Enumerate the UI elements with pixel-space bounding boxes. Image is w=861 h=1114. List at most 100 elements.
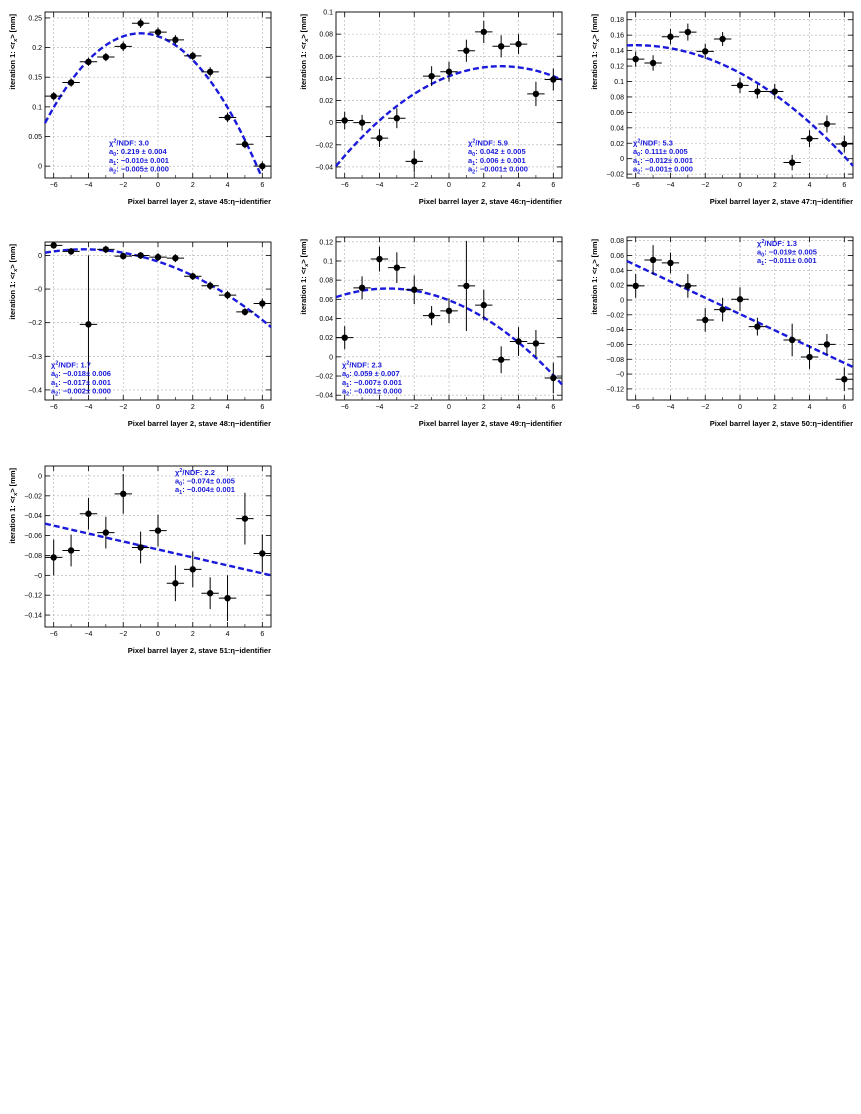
y-tick-label: 0.06 [610,253,624,260]
param-name: a [757,248,762,257]
y-tick-label: 0.2 [32,45,42,52]
data-point [45,242,63,249]
data-point [336,326,354,350]
data-marker [532,90,540,98]
data-point [79,57,98,66]
y-axis-label: iteration 1: <rx> [mm] [8,13,19,89]
data-point [236,492,254,545]
y-tick-label: 0.02 [610,141,624,148]
fit-curve [335,287,563,386]
data-marker [823,341,831,348]
data-point [627,51,645,67]
y-tick-label: 0 [620,156,624,163]
fit-parameter-0: a0: −0.018± 0.006 [51,369,111,380]
param-name: a [51,378,56,387]
data-marker [259,300,266,307]
data-marker [137,252,144,259]
y-axis-label: iteration 1: <rx> [mm] [299,238,310,314]
data-marker [736,296,744,303]
param-name: a [633,147,638,156]
data-marker [50,242,57,249]
data-marker [154,28,162,36]
param-subscript: 0 [472,152,475,158]
param-name: a [342,369,347,378]
y-tick-label: 0.04 [319,76,333,83]
y-axis-label-subscript: x [13,268,19,272]
y-axis-label-subscript: x [13,38,19,42]
data-point [661,28,680,45]
chi-superscript: 2 [113,139,116,145]
data-point [131,18,150,29]
data-point [79,497,98,530]
data-marker [120,43,127,50]
x-tick-label: 0 [156,404,160,411]
data-marker [259,162,266,170]
x-tick-label: 4 [517,182,521,189]
data-marker [206,68,214,76]
data-marker [358,119,366,126]
data-point [731,77,749,94]
data-point [218,575,237,622]
chi-symbol: χ [757,239,762,248]
x-tick-label: 6 [260,404,264,411]
data-marker [67,79,75,86]
data-point [253,161,271,171]
x-tick-label: 2 [482,182,486,189]
data-marker [771,88,778,95]
param-subscript: 1 [346,383,349,389]
data-marker [189,566,196,573]
chi2-label: χ2/NDF: 1.7 [51,361,91,370]
data-marker [480,301,487,309]
y-axis-label: iteration 1: <rx> [mm] [299,13,310,89]
data-marker [515,40,522,48]
fit-parameter-0: a0: 0.042 ± 0.005 [468,147,526,158]
data-marker [341,117,348,124]
y-axis-label: iteration 1: <rx> [mm] [590,238,601,314]
data-point [661,252,680,274]
param-name: a [109,156,114,165]
param-subscript: 0 [179,482,182,488]
data-point [370,129,389,148]
y-axis-label-main: iteration 1: <r [590,267,599,315]
chi-symbol: χ [468,139,473,148]
y-tick-label: 0.02 [319,335,333,342]
y-tick-label: 0.25 [28,15,42,22]
chi2-value: /NDF: 5.9 [475,139,508,148]
y-tick-label: −0.02 [24,493,42,500]
data-marker [358,284,366,292]
param-value: : −0.005± 0.000 [116,164,169,173]
data-point [388,252,406,284]
x-tick-label: 2 [773,404,777,411]
param-name: a [633,164,638,173]
chi2-label: χ2/NDF: 2.3 [342,361,382,370]
data-point [527,330,545,357]
data-marker [102,246,110,253]
data-marker [67,248,75,255]
data-marker [736,82,744,89]
data-marker [428,72,435,80]
data-marker [754,88,761,95]
y-tick-label: −0.08 [606,357,624,364]
param-subscript: 0 [346,374,349,380]
chi-symbol: χ [342,361,347,370]
y-axis-label-end: > [mm] [8,13,17,38]
param-subscript: 1 [179,490,182,496]
y-tick-label: 0.12 [610,64,624,71]
param-value: : −0.010± 0.001 [116,156,169,165]
chart-panel-6: −6 −4 −2 0 2 4 6 −0.12 −0 −0.08 −0.06 −0.04 −0.02 0 0.… [590,236,854,428]
data-marker [120,490,127,498]
data-point [97,245,115,254]
param-subscript: 1 [472,161,475,167]
data-marker [841,376,848,383]
x-tick-label: 0 [156,631,160,638]
fit-parameter-0: a0: −0.019± 0.005 [757,248,817,259]
y-tick-label: −0.06 [24,533,42,540]
x-tick-label: −2 [410,404,418,411]
fit-parameter-2: a2: −0.002± 0.000 [51,386,111,397]
param-value: : −0.012± 0.001 [640,156,693,165]
data-marker [684,28,692,36]
x-axis-label: Pixel barrel layer 2, stave 45:η−identif… [128,197,271,206]
chi2-value: /NDF: 2.3 [349,361,382,370]
data-point [97,516,115,549]
